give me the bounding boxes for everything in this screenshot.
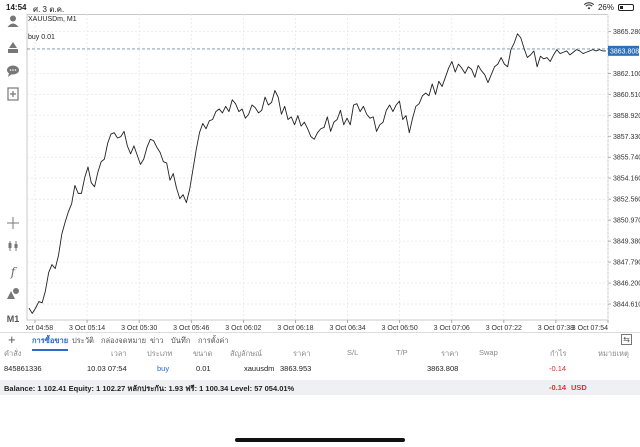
col-type: ประเภท xyxy=(147,349,173,358)
status-bar: 14:54 ศ. 3 ต.ค. 26% xyxy=(0,0,640,14)
y-tick-label: 3855.740 xyxy=(613,155,640,162)
x-tick-label: 3 Oct 07:38 xyxy=(538,325,574,332)
chart-type-icon[interactable] xyxy=(4,239,22,257)
col-swap: Swap xyxy=(479,348,498,357)
current-price-badge xyxy=(608,45,639,56)
chart-canvas: 3865.280 3862.100 3860.510 3858.920 3857.330… xyxy=(26,14,640,332)
home-indicator xyxy=(235,438,405,442)
x-tick-label: 3 Oct 07:22 xyxy=(486,325,522,332)
plot-frame xyxy=(26,14,609,321)
balance-summary: Balance: 1 102.41 Equity: 1 102.27 หลักป… xyxy=(4,384,295,393)
price-line xyxy=(28,33,606,314)
x-tick-label: 3 Oct 05:14 xyxy=(69,325,105,332)
tab-mailbox[interactable]: กล่องจดหมาย xyxy=(101,336,147,345)
x-tick-label: 3 Oct 07:54 xyxy=(572,325,608,332)
y-tick-label: 3852.560 xyxy=(613,197,640,204)
col-order: คำสั่ง xyxy=(4,349,22,358)
objects-icon[interactable] xyxy=(4,286,22,304)
row-symbol: xauusdm xyxy=(244,364,275,373)
x-tick-label: 3 Oct 06:18 xyxy=(277,325,313,332)
col-current-price: ราคา xyxy=(441,349,459,358)
x-tick-label: 3 Oct 06:34 xyxy=(329,325,365,332)
y-tick-label: 3844.610 xyxy=(613,302,640,309)
y-tick-label: 3854.160 xyxy=(613,176,640,183)
col-comment: หมายเหตุ xyxy=(598,349,629,358)
col-symbol: สัญลักษณ์ xyxy=(230,349,263,358)
crosshair-icon[interactable] xyxy=(4,216,22,234)
new-order-icon[interactable] xyxy=(4,87,22,105)
x-tick-label: 3 Oct 05:30 xyxy=(121,325,157,332)
balance-profit: -0.14 xyxy=(549,383,567,392)
y-tick-label: 3858.920 xyxy=(613,113,640,120)
balance-bar: Balance: 1 102.41 Equity: 1 102.27 หลักป… xyxy=(0,380,640,395)
tab-news[interactable]: ข่าว xyxy=(150,336,164,345)
y-tick-label: 3846.200 xyxy=(613,281,640,288)
col-tp: T/P xyxy=(396,348,408,357)
y-tick-label: 3865.280 xyxy=(613,29,640,36)
terminal-tab-bar: + การซื้อขาย ประวัติ กล่องจดหมาย ข่าว บั… xyxy=(0,332,640,351)
expand-panel-icon[interactable]: ⇆ xyxy=(621,334,632,345)
y-tick-label: 3860.510 xyxy=(613,92,640,99)
col-time: เวลา xyxy=(111,349,127,358)
add-icon[interactable]: + xyxy=(8,332,16,347)
left-toolbar: f M1 xyxy=(0,14,26,326)
col-profit: กำไร xyxy=(550,349,567,358)
tab-journal[interactable]: บันทึก xyxy=(171,336,191,345)
x-tick-label: 3 Oct 06:50 xyxy=(382,325,418,332)
col-price: ราคา xyxy=(293,349,311,358)
x-tick-label: 3 Oct 06:02 xyxy=(225,325,261,332)
row-volume: 0.01 xyxy=(196,364,211,373)
indicators-icon[interactable]: f xyxy=(10,265,16,279)
x-tick-label: 3 Oct 05:46 xyxy=(173,325,209,332)
current-price-label: 3863.808 xyxy=(610,48,639,55)
wifi-icon xyxy=(583,2,595,12)
tab-history[interactable]: ประวัติ xyxy=(72,336,94,345)
table-row[interactable]: 845861336 10.03 07:54 buy 0.01 xauusdm 3… xyxy=(0,364,640,378)
battery-fill xyxy=(620,5,624,9)
chat-icon[interactable] xyxy=(4,64,22,82)
row-time: 10.03 07:54 xyxy=(87,364,127,373)
balance-currency: USD xyxy=(571,383,587,392)
y-tick-label: 3862.100 xyxy=(613,71,640,78)
battery-percent: 26% xyxy=(597,2,614,12)
price-chart[interactable]: 3865.280 3862.100 3860.510 3858.920 3857.330… xyxy=(26,14,640,332)
x-tick-label: 3 Oct 04:58 xyxy=(26,325,53,332)
chart-title: XAUUSDm, M1 xyxy=(28,16,77,23)
timeframe-button[interactable]: M1 xyxy=(6,314,20,324)
tab-trade[interactable]: การซื้อขาย xyxy=(32,335,69,351)
account-icon[interactable] xyxy=(4,14,22,32)
x-tick-label: 3 Oct 07:06 xyxy=(434,325,470,332)
y-tick-label: 3850.970 xyxy=(613,218,640,225)
row-current-price: 3863.808 xyxy=(427,364,459,373)
status-right: 26% xyxy=(583,2,634,12)
row-profit: -0.14 xyxy=(549,364,567,373)
y-tick-label: 3849.380 xyxy=(613,239,640,246)
status-time: 14:54 xyxy=(6,3,27,12)
status-date: ศ. 3 ต.ค. xyxy=(33,5,65,14)
y-tick-label: 3847.790 xyxy=(613,260,640,267)
col-volume: ขนาด xyxy=(193,349,213,358)
battery-icon xyxy=(618,3,634,11)
table-header: คำสั่ง เวลา ประเภท ขนาด สัญลักษณ์ ราคา S… xyxy=(0,348,640,362)
y-tick-label: 3857.330 xyxy=(613,134,640,141)
row-type: buy xyxy=(157,364,170,373)
row-order: 845861336 xyxy=(4,364,42,373)
col-sl: S/L xyxy=(347,348,359,357)
row-price: 3863.953 xyxy=(280,364,312,373)
tab-settings[interactable]: การตั้งค่า xyxy=(198,336,229,345)
trade-icon[interactable] xyxy=(4,40,22,58)
order-label: buy 0.01 xyxy=(28,34,55,41)
